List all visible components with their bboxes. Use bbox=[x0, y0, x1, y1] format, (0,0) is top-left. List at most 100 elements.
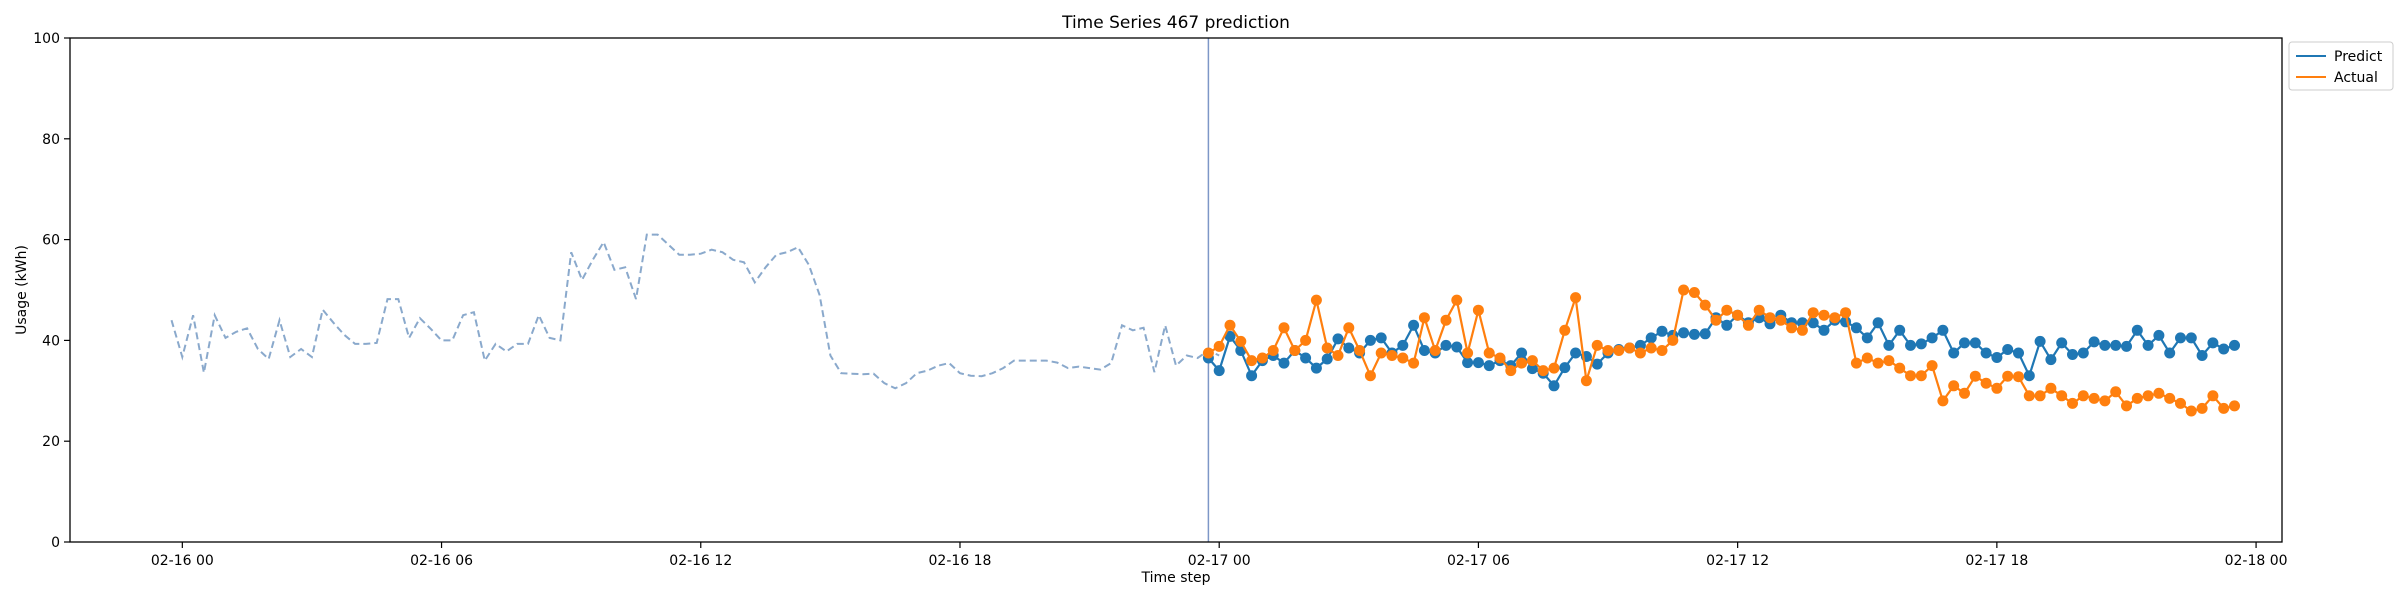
predict-point bbox=[2023, 370, 2035, 382]
plot-area bbox=[170, 38, 2240, 542]
actual-point bbox=[2034, 390, 2046, 402]
predict-point bbox=[1959, 337, 1970, 349]
actual-point bbox=[1753, 304, 1765, 316]
actual-point bbox=[1289, 345, 1301, 356]
actual-point bbox=[1894, 362, 1906, 374]
actual-point bbox=[2229, 400, 2240, 412]
predict-point bbox=[1472, 357, 1484, 369]
actual-point bbox=[1451, 294, 1463, 306]
actual-point bbox=[2002, 370, 2014, 382]
actual-point bbox=[1872, 357, 1884, 369]
actual-point bbox=[2175, 397, 2186, 409]
y-tick-label: 40 bbox=[42, 333, 60, 349]
actual-point bbox=[1343, 322, 1355, 334]
actual-point bbox=[1721, 304, 1733, 316]
predict-point bbox=[1645, 332, 1657, 344]
predict-point bbox=[1213, 365, 1225, 377]
actual-point bbox=[1559, 324, 1571, 336]
predict-point bbox=[2131, 324, 2143, 336]
predict-point bbox=[2110, 339, 2122, 351]
predict-point bbox=[1300, 352, 1312, 364]
actual-point bbox=[1235, 335, 1247, 347]
predict-point bbox=[1678, 327, 1690, 339]
predict-point bbox=[1991, 352, 2003, 363]
actual-point bbox=[2056, 390, 2068, 402]
actual-point bbox=[1462, 347, 1474, 359]
actual-point bbox=[1959, 387, 1970, 399]
actual-point bbox=[2131, 392, 2143, 404]
actual-point bbox=[1300, 334, 1312, 346]
predict-point bbox=[1321, 353, 1333, 365]
x-tick-label: 02-16 00 bbox=[151, 553, 214, 569]
actual-point bbox=[2067, 397, 2078, 409]
predict-point bbox=[1332, 333, 1344, 345]
actual-point bbox=[1267, 345, 1279, 356]
actual-point bbox=[2099, 395, 2111, 407]
actual-point bbox=[1516, 357, 1528, 369]
actual-point bbox=[1732, 309, 1744, 321]
actual-point bbox=[1278, 322, 1290, 334]
actual-point bbox=[1850, 357, 1862, 369]
actual-point bbox=[1840, 307, 1852, 319]
x-tick-label: 02-17 12 bbox=[1706, 553, 1769, 569]
actual-point bbox=[1364, 370, 1376, 382]
predict-point bbox=[1278, 357, 1290, 369]
actual-point bbox=[1526, 355, 1538, 367]
actual-point bbox=[1548, 362, 1560, 374]
history-line bbox=[170, 233, 1220, 390]
actual-point bbox=[2142, 390, 2154, 402]
predict-point bbox=[1418, 345, 1430, 356]
actual-point bbox=[1742, 319, 1754, 331]
predict-point bbox=[2121, 340, 2132, 352]
predict-point bbox=[2077, 347, 2089, 359]
predict-point bbox=[2153, 329, 2165, 341]
predict-point bbox=[1570, 347, 1582, 359]
actual-point bbox=[1688, 287, 1700, 298]
predict-point bbox=[1559, 362, 1571, 374]
predict-point bbox=[2185, 332, 2197, 344]
actual-point bbox=[1861, 352, 1873, 364]
x-tick-label: 02-17 18 bbox=[1965, 553, 2028, 569]
actual-point bbox=[1483, 347, 1495, 359]
actual-point bbox=[2077, 390, 2089, 402]
predict-point bbox=[2045, 354, 2057, 366]
actual-point bbox=[1418, 312, 1430, 324]
predict-point bbox=[1483, 360, 1495, 372]
predict-point bbox=[2088, 336, 2100, 348]
predict-point bbox=[2175, 332, 2186, 344]
predict-point bbox=[2002, 344, 2014, 355]
actual-point bbox=[1926, 360, 1938, 372]
x-tick-label: 02-17 00 bbox=[1188, 553, 1251, 569]
predict-point bbox=[2218, 343, 2230, 355]
actual-point bbox=[1905, 370, 1916, 382]
predict-point bbox=[1699, 328, 1711, 340]
predict-point bbox=[2164, 347, 2176, 359]
actual-point bbox=[1472, 304, 1484, 316]
predict-point bbox=[1364, 334, 1376, 346]
y-tick-label: 20 bbox=[42, 434, 60, 450]
actual-point bbox=[1537, 365, 1549, 377]
actual-point bbox=[1591, 339, 1603, 351]
predict-point bbox=[1656, 325, 1668, 337]
actual-point bbox=[2196, 402, 2208, 414]
predict-point bbox=[1883, 339, 1895, 351]
predict-point bbox=[1948, 347, 1960, 359]
actual-point bbox=[1786, 322, 1798, 334]
actual-point bbox=[1807, 307, 1819, 319]
predict-point bbox=[1969, 337, 1981, 349]
predict-point bbox=[1818, 324, 1830, 336]
predict-point bbox=[1397, 339, 1409, 351]
y-tick-label: 100 bbox=[33, 31, 60, 47]
predict-point bbox=[1591, 358, 1603, 370]
actual-point bbox=[1991, 382, 2003, 394]
predict-point bbox=[1688, 328, 1700, 340]
predict-point bbox=[1872, 317, 1884, 329]
predict-point bbox=[1861, 332, 1873, 344]
predict-point bbox=[1462, 357, 1474, 369]
predict-point bbox=[1634, 339, 1646, 351]
chart-title: Time Series 467 prediction bbox=[1061, 13, 1290, 33]
legend-label-actual: Actual bbox=[2334, 70, 2378, 86]
actual-point bbox=[2153, 387, 2165, 399]
actual-point bbox=[1202, 347, 1214, 359]
